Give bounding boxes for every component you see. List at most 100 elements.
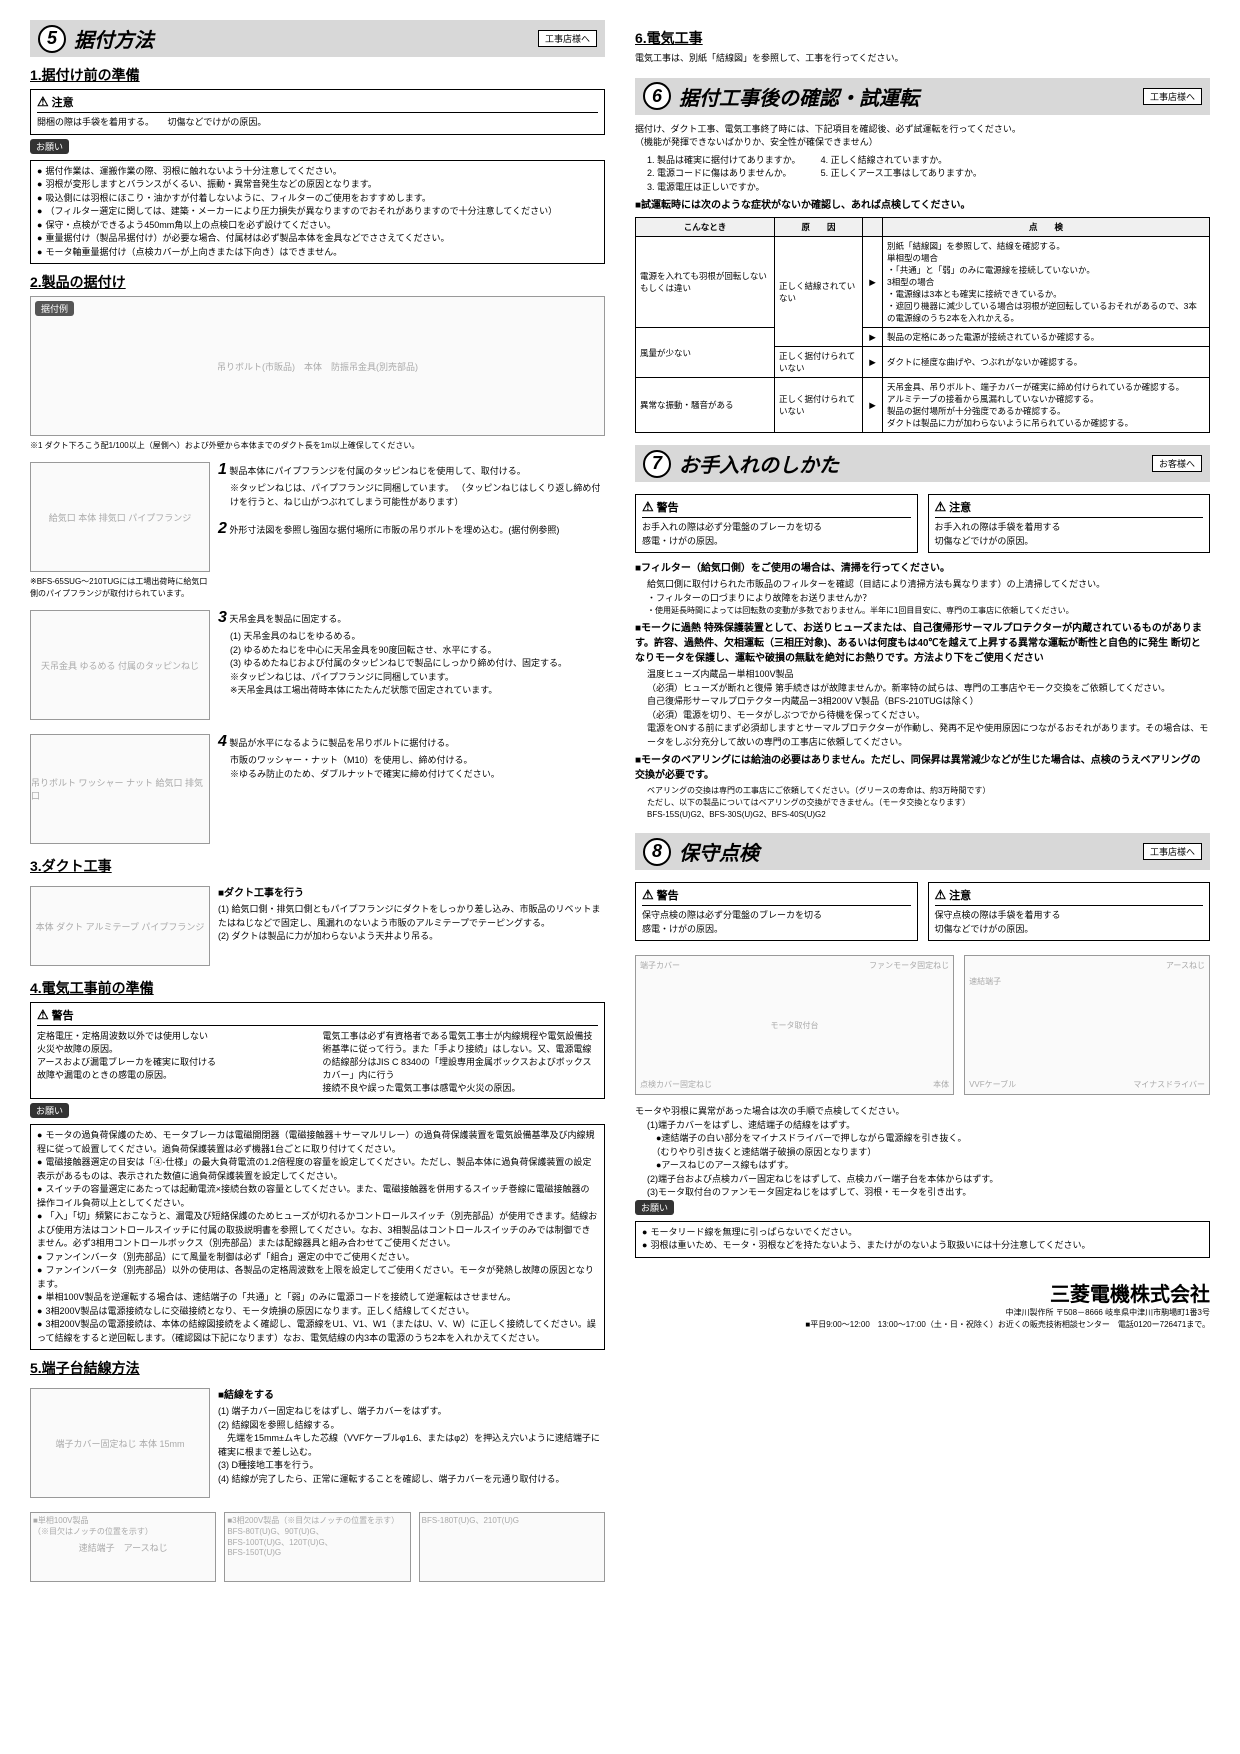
step2-title: 外形寸法図を参照し強固な据付場所に市販の吊りボルトを埋め込む。(据付例参照): [229, 525, 559, 535]
td-cause: 正しく据付けられていない: [774, 378, 862, 433]
td-cause: 正しく結線されていない: [774, 237, 862, 347]
section-5-badge: 工事店様へ: [538, 30, 597, 47]
fuse-item: （必須）電源を切り、モータがしぶつでから待機を保ってください。 電源をONする前…: [647, 709, 1210, 750]
bearing-heading: ■モータのベアリングには給油の必要はありません。ただし、同保昇は異常減少などが生…: [635, 753, 1210, 783]
note-label-8: お願い: [635, 1200, 674, 1215]
wiring-step: (2) 結線図を参照し結線する。 先端を15mm±ムキした芯線（VVFケーブルφ…: [218, 1419, 605, 1460]
elec-text: 電気工事は、別紙「結線図」を参照して、工事を行ってください。: [635, 52, 1210, 66]
note-item: 羽根が変形しますとバランスがくるい、振動・異常音発生などの原因となります。: [37, 178, 598, 192]
sub-5-3: 3.ダクト工事: [30, 856, 605, 876]
note-label-5-1: お願い: [30, 139, 69, 154]
warning-5-4: 警告 定格電圧・定格周波数以外では使用しない 火災や故障の原因。 アースおよび漏…: [30, 1002, 605, 1099]
company-tel: ■平日9:00〜12:00 13:00〜17:00（土・日・祝除く）お近くの販売…: [635, 1319, 1210, 1331]
fuse-item: （必須）ヒューズが断れと復帰 第手続きはが故障ませんか。新率特の試らは、専門の工…: [647, 682, 1210, 696]
note-item: 据付作業は、運搬作業の際、羽根に触れないよう十分注意してください。: [37, 165, 598, 179]
note-item: 重量据付け（製品吊据付け）が必要な場合、付属材は必ず製品本体を金具などでささえて…: [37, 232, 598, 246]
s8-step: (1)端子カバーをはずし、速結端子の結線をはずす。 ●速結端子の白い部分をマイナ…: [647, 1119, 1210, 1173]
td-cause: 正しく据付けられていない: [774, 347, 862, 378]
step-num-3: 3: [218, 609, 227, 626]
duct-item1: (1) 給気口側・排気口側ともパイプフランジにダクトをしっかり差し込み、市販品の…: [218, 903, 605, 930]
wiring-step: (1) 端子カバー固定ねじをはずし、端子カバーをはずす。: [218, 1405, 605, 1419]
note-label-5-4: お願い: [30, 1103, 69, 1118]
note-item: 単相100V製品を逆運転する場合は、速結端子の「共通」と「弱」のみに電源コードを…: [37, 1291, 598, 1305]
caution-5-1-text: 開梱の際は手袋を着用する。 切傷などでけがの原因。: [37, 116, 598, 130]
step-diag-note: ※BFS-65SUG～210TUGには工場出荷時に給気口側のパイプフランジが取付…: [30, 576, 210, 600]
th: こんなとき: [636, 218, 775, 237]
note-item: 電磁接触器選定の目安は「④-仕様」の最大負荷電流の1.2倍程度の容量を設定してく…: [37, 1156, 598, 1183]
section-6-title: 据付工事後の確認・試運転: [679, 82, 919, 111]
duct-item2: (2) ダクトは製品に力が加わらないよう天井より吊る。: [218, 930, 605, 944]
warning-7: 警告 お手入れの際は必ず分電盤のブレーカを切る 感電・けがの原因。: [635, 494, 918, 553]
section-6-badge: 工事店様へ: [1143, 88, 1202, 105]
sub-5-6: 6.電気工事: [635, 28, 1210, 48]
section-8-title: 保守点検: [679, 837, 759, 866]
warn-text: 保守点検の際は必ず分電盤のブレーカを切る 感電・けがの原因。: [642, 909, 911, 936]
maint-diagram-2: アースねじ 速結端子 VVFケーブル マイナスドライバー: [964, 955, 1210, 1095]
step4-title: 製品が水平になるように製品を吊りボルトに据付ける。: [229, 738, 454, 748]
caution-label: 注意: [935, 499, 1204, 518]
example-tag: 据付例: [35, 301, 74, 316]
usage-life: ・使用延長時間によっては回転数の変動が多数でおりません。半年に1回目目安に、専門…: [635, 605, 1210, 617]
caution-text: 保守点検の際は手袋を着用する 切傷などでけがの原因。: [935, 909, 1204, 936]
section-5-header: 5 据付方法 工事店様へ: [30, 20, 605, 57]
section-7-title: お手入れのしかた: [679, 449, 839, 478]
s8-step: (2)端子台および点検カバー固定ねじをはずして、点検カバー端子台を本体からはずす…: [647, 1173, 1210, 1187]
trouble-table: こんなとき 原 因 点 検 電源を入れても羽根が回転しないもしくは違い 正しく結…: [635, 217, 1210, 433]
th: 点 検: [883, 218, 1210, 237]
note-item: モータ軸重量据付け（点検カバーが上向きまたは下向き）はできません。: [37, 246, 598, 260]
footer: 三菱電機株式会社 中津川製作所 〒508－8666 岐阜県中津川市駒場町1番3号…: [635, 1278, 1210, 1331]
check-item: 1. 製品は確実に据付けてありますか。: [647, 154, 801, 168]
conn-diagram-2: ■3相200V製品（※目欠はノッチの位置を示す） BFS-80T(U)G、90T…: [224, 1512, 410, 1582]
note-item: ファンインバータ（別売部品）以外の使用は、各製品の定格周波数を上限を設定してご使…: [37, 1264, 598, 1291]
fuse-item: 温度ヒューズ内蔵品ー単相100V製品: [647, 668, 1210, 682]
motor-heading: ■モークに過熱 特殊保護装置として、お送りヒューズまたは、自己復帰形サーマルプロ…: [635, 621, 1210, 666]
caution-8: 注意 保守点検の際は手袋を着用する 切傷などでけがの原因。: [928, 882, 1211, 941]
step1-body: ※タッピンねじは、パイプフランジに同梱しています。 （タッピンねじはしくり返し締…: [218, 482, 605, 509]
check-item: 3. 電源電圧は正しいですか。: [647, 181, 801, 195]
caution-label: 注意: [935, 887, 1204, 906]
section-7-num: 7: [643, 450, 671, 478]
note-item: スイッチの容量選定にあたっては起動電流×接続台数の容量としてください。また、電磁…: [37, 1183, 598, 1210]
td-check: 天吊金具、吊りボルト、端子カバーが確実に締め付けられているか確認する。 アルミテ…: [883, 378, 1210, 433]
note-item: 3相200V製品は電源接続なしに交磁接続となり、モータ焼損の原因になります。正し…: [37, 1305, 598, 1319]
step4-body: 市販のワッシャー・ナット（M10）を使用し、締め付ける。 ※ゆるみ防止のため、ダ…: [218, 754, 605, 781]
sub-5-1: 1.据付け前の準備: [30, 65, 605, 85]
maint-diagram-1: 端子カバー ファンモータ固定ねじ 点検カバー固定ねじ 本体 モータ取付台: [635, 955, 954, 1095]
warning-label: 警告: [37, 1007, 598, 1026]
note-item: 3相200V製品の電源接続は、本体の結線図接続をよく確認し、電源線をU1、V1、…: [37, 1318, 598, 1345]
warn-left: 定格電圧・定格周波数以外では使用しない 火災や故障の原因。 アースおよび漏電ブレ…: [37, 1029, 313, 1094]
check-item: 2. 電源コードに傷はありませんか。: [647, 167, 801, 181]
sub-5-4: 4.電気工事前の準備: [30, 978, 605, 998]
section-7-header: 7 お手入れのしかた お客様へ: [635, 445, 1210, 482]
section-7-badge: お客様へ: [1152, 455, 1202, 472]
step3-body: (1) 天吊金具のねじをゆるめる。 (2) ゆるめたねじを中心に天吊金具を90度…: [218, 630, 605, 698]
s6-intro: 据付け、ダクト工事、電気工事終了時には、下記項目を確認後、必ず試運転を行ってくだ…: [635, 123, 1210, 150]
section-5-num: 5: [38, 25, 66, 53]
fuse-item: 自己復帰形サーマルプロテクター内蔵品ー3相200V V製品（BFS-210TUG…: [647, 695, 1210, 709]
td-check: 製品の定格にあった電源が接続されているか確認する。: [883, 328, 1210, 347]
note-item: （フィルター選定に関しては、建築・メーカーにより圧力損失が異なりますのでおそれが…: [37, 205, 598, 219]
step3-title: 天吊金具を製品に固定する。: [229, 614, 346, 624]
caution-5-1: 注意 開梱の際は手袋を着用する。 切傷などでけがの原因。: [30, 89, 605, 135]
note-item: 「入」「切」頻繁におこなうと、漏電及び短絡保護のためヒューズが切れるかコントロー…: [37, 1210, 598, 1251]
note-item: ファンインバータ（別売部品）にて風量を制御は必ず「組合」選定の中でご使用ください…: [37, 1251, 598, 1265]
wiring-heading: ■結線をする: [218, 1388, 605, 1403]
caution-text: お手入れの際は手袋を着用する 切傷などでけがの原因。: [935, 521, 1204, 548]
conn-diagram-1: ■単相100V製品 （※目欠はノッチの位置を示す）速結端子 アースねじ: [30, 1512, 216, 1582]
diagram-note: ※1 ダクト下ろこう配1/100以上（屋側へ）および外壁から本体までのダクト長を…: [30, 440, 605, 452]
note-item: 保守・点検ができるよう450mm角以上の点検口を必ず設けてください。: [37, 219, 598, 233]
check-item: 4. 正しく結線されていますか。: [821, 154, 982, 168]
terminal-diagram: 端子カバー固定ねじ 本体 15mm: [30, 1388, 210, 1498]
step4-diagram: 吊りボルト ワッシャー ナット 給気口 排気口: [30, 734, 210, 844]
install-example-diagram: 据付例 吊りボルト(市販品) 本体 防振吊金具(別売部品): [30, 296, 605, 436]
wiring-step: (4) 結線が完了したら、正常に運転することを確認し、端子カバーを元通り取付ける…: [218, 1473, 605, 1487]
note-item: 羽根は重いため、モータ・羽根などを持たないよう、またけがのないよう取扱いには十分…: [642, 1239, 1203, 1253]
section-8-header: 8 保守点検 工事店様へ: [635, 833, 1210, 870]
sub-5-5: 5.端子台結線方法: [30, 1358, 605, 1378]
step-num-2: 2: [218, 520, 227, 537]
wiring-step: (3) D種接地工事を行う。: [218, 1459, 605, 1473]
section-8-num: 8: [643, 838, 671, 866]
note-5-1: 据付作業は、運搬作業の際、羽根に触れないよう十分注意してください。 羽根が変形し…: [30, 160, 605, 265]
note-8: モータリード線を無理に引っぱらないでください。 羽根は重いため、モータ・羽根など…: [635, 1221, 1210, 1258]
check-item: 5. 正しくアース工事はしてありますか。: [821, 167, 982, 181]
